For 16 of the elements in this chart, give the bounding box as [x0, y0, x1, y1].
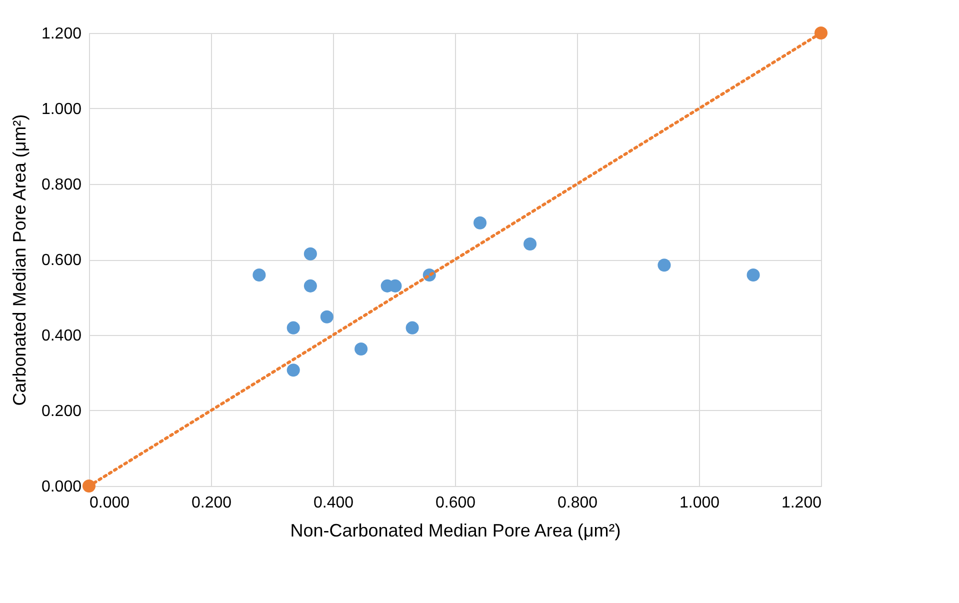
y-tick-label: 1.200 — [41, 26, 82, 42]
x-tick-label: 1.200 — [781, 494, 822, 512]
x-axis-title: Non-Carbonated Median Pore Area (μm²) — [290, 520, 621, 540]
y-tick-label: 1.000 — [41, 101, 82, 118]
y-tick-label: 0.000 — [41, 478, 82, 496]
x-tick-label: 0.000 — [90, 494, 130, 512]
x-tick-label: 0.600 — [435, 494, 476, 512]
y-tick-label: 0.600 — [41, 252, 82, 269]
y-tick-label: 0.800 — [41, 176, 82, 194]
y-tick-label: 0.200 — [41, 403, 82, 420]
x-tick-label: 0.400 — [313, 494, 354, 512]
x-tick-label: 1.000 — [679, 494, 720, 512]
y-tick-label: 0.400 — [41, 328, 82, 344]
x-tick-label: 0.800 — [557, 494, 598, 512]
x-tick-label: 0.200 — [191, 494, 232, 512]
y-axis-title: Carbonated Median Pore Area (μm²) — [9, 114, 30, 406]
